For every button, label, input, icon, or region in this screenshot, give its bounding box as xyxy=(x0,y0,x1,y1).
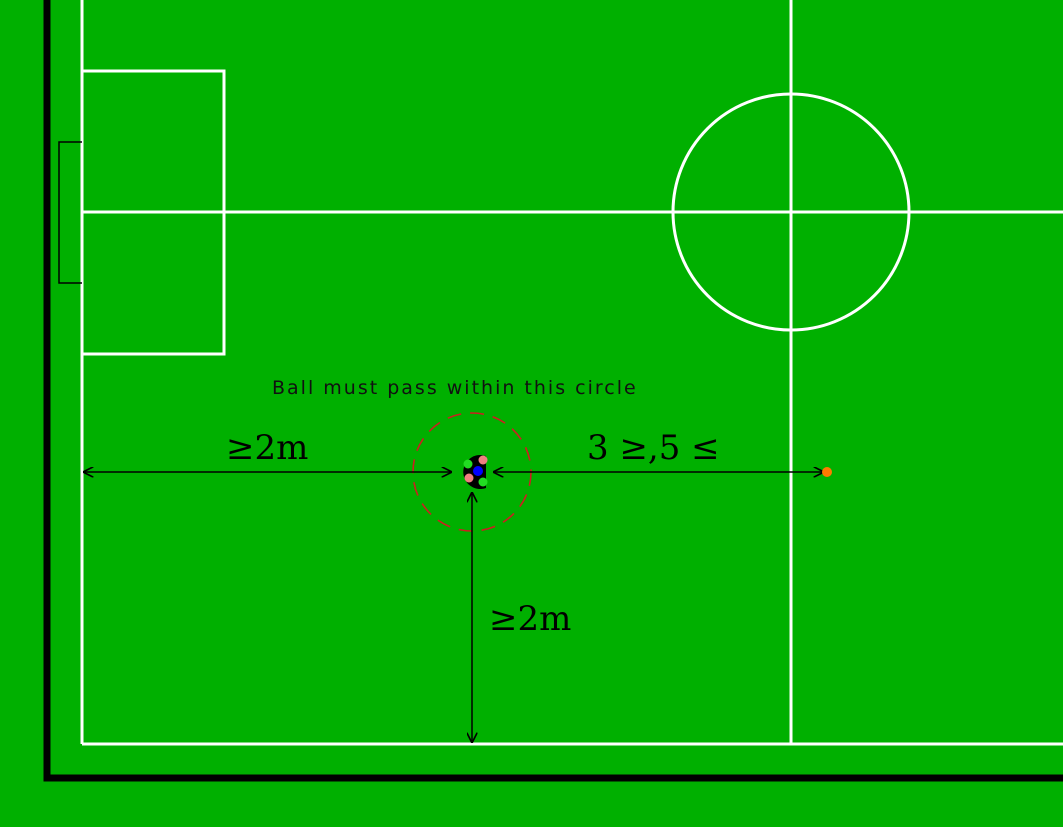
goal xyxy=(58,141,82,284)
ball-icon xyxy=(822,467,832,477)
penalty-area xyxy=(80,69,226,356)
bottom-distance-label: ≥2m xyxy=(489,599,571,639)
left-distance-label: ≥2m xyxy=(226,428,308,468)
robot-top-view-icon xyxy=(463,455,488,489)
target-circle-caption: Ball must pass within this circle xyxy=(272,377,638,399)
center-circle xyxy=(671,92,911,332)
robot-marker-green-bottom xyxy=(478,477,488,487)
robot-marker-pink-top xyxy=(478,455,488,465)
field-lines xyxy=(80,0,1063,746)
robot-marker-pink-bottom xyxy=(464,473,474,483)
right-distance-label: 3 ≥,5 ≤ xyxy=(587,428,720,468)
robot-center-marker xyxy=(473,466,483,476)
robot-marker-green-top xyxy=(463,459,473,469)
field-border xyxy=(43,0,1063,782)
